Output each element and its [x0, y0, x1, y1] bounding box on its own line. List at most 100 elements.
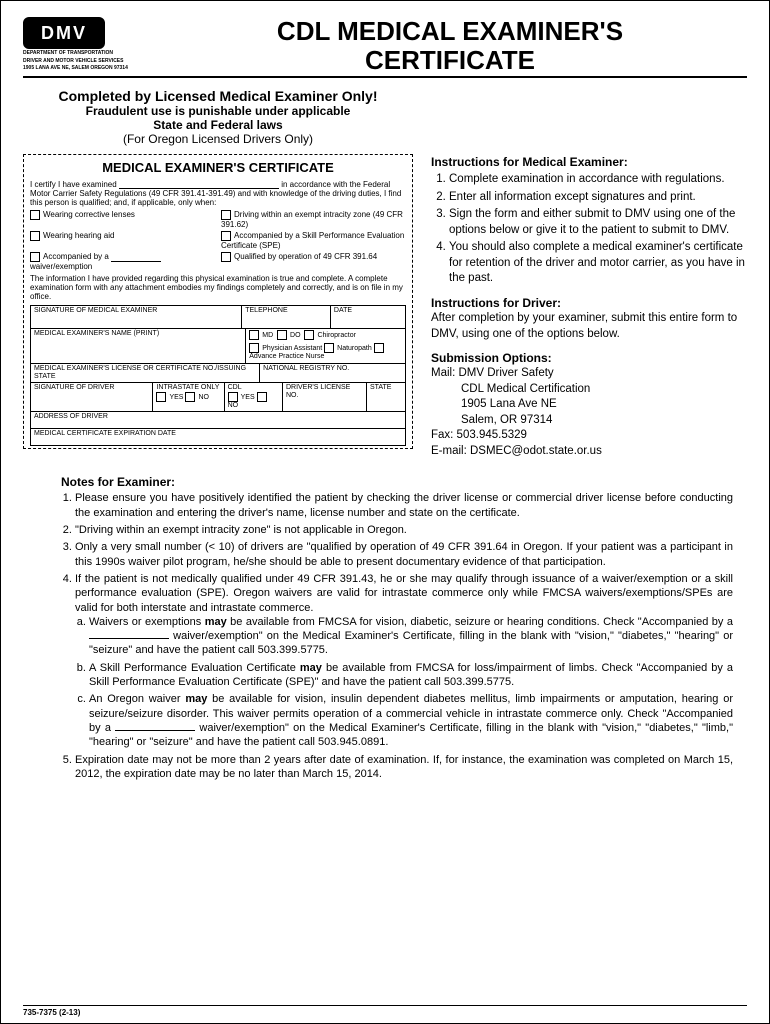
main-title: CDL MEDICAL EXAMINER'S CERTIFICATE [153, 17, 747, 74]
lbl-sig-examiner: SIGNATURE OF MEDICAL EXAMINER [31, 306, 242, 328]
mail1: Mail: DMV Driver Safety [431, 366, 747, 382]
n4c-blank [115, 730, 195, 731]
cert-cb-row1: Wearing corrective lenses Driving within… [30, 210, 406, 229]
lbl-no2: NO [228, 402, 239, 409]
cert-row-sig-examiner: SIGNATURE OF MEDICAL EXAMINER TELEPHONE … [31, 306, 405, 329]
n4c-may: may [185, 693, 207, 705]
instr-driver-head: Instructions for Driver: [431, 295, 747, 311]
page: DMV DEPARTMENT OF TRANSPORTATION DRIVER … [0, 0, 770, 1024]
n4b-may: may [300, 662, 322, 674]
cb3-label: Wearing hearing aid [43, 231, 114, 240]
lbl-yes1: YES [169, 394, 183, 401]
checkbox-pa[interactable] [249, 343, 259, 353]
lbl-state: STATE [367, 383, 405, 411]
mail3: 1905 Lana Ave NE [431, 397, 747, 413]
instr-driver-text: After completion by your examiner, submi… [431, 311, 747, 342]
checkbox-spe[interactable] [221, 231, 231, 241]
certificate-box: MEDICAL EXAMINER'S CERTIFICATE I certify… [23, 154, 413, 449]
note-1: Please ensure you have positively identi… [75, 491, 733, 520]
cb1-label: Wearing corrective lenses [43, 210, 135, 219]
instr-ex-4: You should also complete a medical exami… [449, 240, 747, 287]
lbl-intrastate: INTRASTATE ONLY [156, 384, 220, 392]
n4a-blank [89, 638, 169, 639]
checkbox-chiro[interactable] [304, 330, 314, 340]
cert-row-license: MEDICAL EXAMINER'S LICENSE OR CERTIFICAT… [31, 364, 405, 383]
note-4b: A Skill Performance Evaluation Certifica… [89, 661, 733, 690]
checkbox-waiver[interactable] [30, 252, 40, 262]
checkbox-intra-no[interactable] [185, 392, 195, 402]
n4c-3: waiver/exemption" on the Medical Examine… [89, 722, 733, 748]
email: E-mail: DSMEC@odot.state.or.us [431, 444, 747, 460]
n4a-may: may [205, 616, 227, 628]
intro-line1: Completed by Licensed Medical Examiner O… [23, 88, 413, 104]
title-line2: CERTIFICATE [153, 46, 747, 75]
intro-line3: State and Federal laws [23, 118, 413, 132]
lbl-registry: NATIONAL REGISTRY NO. [260, 364, 405, 382]
mail2: CDL Medical Certification [431, 382, 747, 398]
lbl-apn: Advance Practice Nurse [249, 353, 324, 360]
header-row: DMV DEPARTMENT OF TRANSPORTATION DRIVER … [23, 17, 747, 78]
n4b-1: A Skill Performance Evaluation Certifica… [89, 662, 300, 674]
checkbox-nat[interactable] [324, 343, 334, 353]
cert-para1: I certify I have examined in accordance … [30, 179, 406, 207]
cert-row-address: ADDRESS OF DRIVER [31, 412, 405, 429]
lbl-address: ADDRESS OF DRIVER [31, 412, 405, 428]
lbl-license: MEDICAL EXAMINER'S LICENSE OR CERTIFICAT… [31, 364, 260, 382]
n4a-1: Waivers or exemptions [89, 616, 205, 628]
lbl-pa: Physician Assistant [262, 344, 322, 351]
instr-examiner-list: Complete examination in accordance with … [431, 172, 747, 287]
note-4c: An Oregon waiver may be available for vi… [89, 692, 733, 749]
n4a-3: waiver/exemption" on the Medical Examine… [89, 630, 733, 656]
cert-row-driver-sig: SIGNATURE OF DRIVER INTRASTATE ONLY YES … [31, 383, 405, 412]
notes-list: Please ensure you have positively identi… [61, 491, 733, 781]
two-column: MEDICAL EXAMINER'S CERTIFICATE I certify… [23, 154, 747, 459]
lbl-examiner-name: MEDICAL EXAMINER'S NAME (PRINT) [31, 329, 246, 363]
cb5a-label: Accompanied by a [43, 252, 109, 261]
instr-ex-2: Enter all information except signatures … [449, 190, 747, 206]
checkbox-md[interactable] [249, 330, 259, 340]
instr-ex-1: Complete examination in accordance with … [449, 172, 747, 188]
checkbox-39164[interactable] [221, 252, 231, 262]
intro-line4: (For Oregon Licensed Drivers Only) [23, 132, 413, 146]
note-5: Expiration date may not be more than 2 y… [75, 753, 733, 782]
lbl-sig-driver: SIGNATURE OF DRIVER [31, 383, 153, 411]
cb4-label: Accompanied by a Skill Performance Evalu… [221, 231, 404, 250]
checkbox-lenses[interactable] [30, 210, 40, 220]
checkbox-hearing[interactable] [30, 231, 40, 241]
cred-cell: MD DO Chiropractor Physician Assistant N… [246, 329, 405, 363]
note-3: Only a very small number (< 10) of drive… [75, 540, 733, 569]
waiver-blank[interactable] [111, 252, 161, 262]
dmv-logo: DMV [23, 17, 105, 49]
lbl-md: MD [262, 331, 273, 338]
n4c-1: An Oregon waiver [89, 693, 185, 705]
note-4a: Waivers or exemptions may be available f… [89, 615, 733, 658]
cert-row-expiration: MEDICAL CERTIFICATE EXPIRATION DATE [31, 429, 405, 445]
cert-table: SIGNATURE OF MEDICAL EXAMINER TELEPHONE … [30, 305, 406, 446]
cert-para1a: I certify I have examined [30, 180, 117, 189]
lbl-do: DO [290, 331, 301, 338]
cert-para2: The information I have provided regardin… [30, 274, 406, 302]
cb2-label: Driving within an exempt intracity zone … [221, 210, 403, 229]
checkbox-cdl-no[interactable] [257, 392, 267, 402]
left-column: MEDICAL EXAMINER'S CERTIFICATE I certify… [23, 154, 413, 459]
checkbox-intracity[interactable] [221, 210, 231, 220]
lbl-telephone: TELEPHONE [242, 306, 331, 328]
checkbox-apn[interactable] [374, 343, 384, 353]
checkbox-cdl-yes[interactable] [228, 392, 238, 402]
fax: Fax: 503.945.5329 [431, 428, 747, 444]
title-line1: CDL MEDICAL EXAMINER'S [153, 17, 747, 46]
instr-examiner-head: Instructions for Medical Examiner: [431, 154, 747, 170]
note-4-sublist: Waivers or exemptions may be available f… [75, 615, 733, 750]
note-2: "Driving within an exempt intracity zone… [75, 523, 733, 537]
checkbox-intra-yes[interactable] [156, 392, 166, 402]
cdl-cell: CDL YES NO [225, 383, 283, 411]
cb6-label: Qualified by operation of 49 CFR 391.64 [234, 252, 377, 261]
logo-block: DMV DEPARTMENT OF TRANSPORTATION DRIVER … [23, 17, 153, 72]
note-4: If the patient is not medically qualifie… [75, 572, 733, 750]
cert-title: MEDICAL EXAMINER'S CERTIFICATE [30, 161, 406, 176]
notes-heading: Notes for Examiner: [61, 475, 747, 489]
logo-sub3: 1905 LANA AVE NE, SALEM OREGON 97314 [23, 66, 153, 72]
name-blank[interactable] [119, 179, 279, 189]
checkbox-do[interactable] [277, 330, 287, 340]
right-column: Instructions for Medical Examiner: Compl… [413, 154, 747, 459]
